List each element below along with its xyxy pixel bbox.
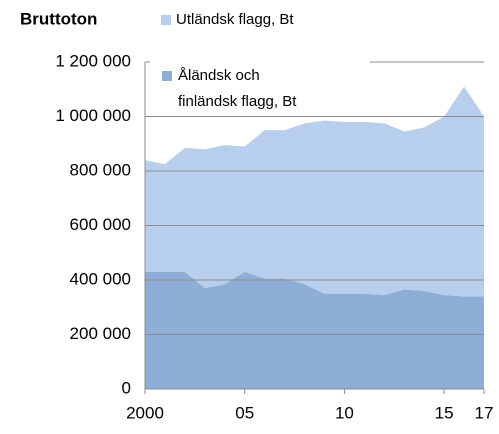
y-tick-label: 1 000 000 xyxy=(55,106,131,125)
y-tick-label: 800 000 xyxy=(70,160,131,179)
legend-box xyxy=(150,60,370,116)
y-tick-label: 1 200 000 xyxy=(55,51,131,70)
y-tick-label: 600 000 xyxy=(70,215,131,234)
x-tick-label: 2000 xyxy=(126,403,164,422)
x-tick-label: 15 xyxy=(435,403,454,422)
legend-label: Utländsk flagg, Bt xyxy=(176,11,294,28)
y-tick-label: 400 000 xyxy=(70,269,131,288)
x-tick-label: 17 xyxy=(475,403,494,422)
chart-title: Bruttoton xyxy=(20,9,97,28)
y-tick-label: 0 xyxy=(122,378,131,397)
area xyxy=(145,86,484,297)
legend-swatch xyxy=(161,15,171,25)
x-tick-label: 05 xyxy=(235,403,254,422)
legend-swatch xyxy=(162,71,172,81)
legend-label: Åländsk och finländsk flagg, Bt xyxy=(178,67,297,110)
y-tick-label: 200 000 xyxy=(70,324,131,343)
area xyxy=(145,271,484,389)
x-tick-label: 10 xyxy=(335,403,354,422)
